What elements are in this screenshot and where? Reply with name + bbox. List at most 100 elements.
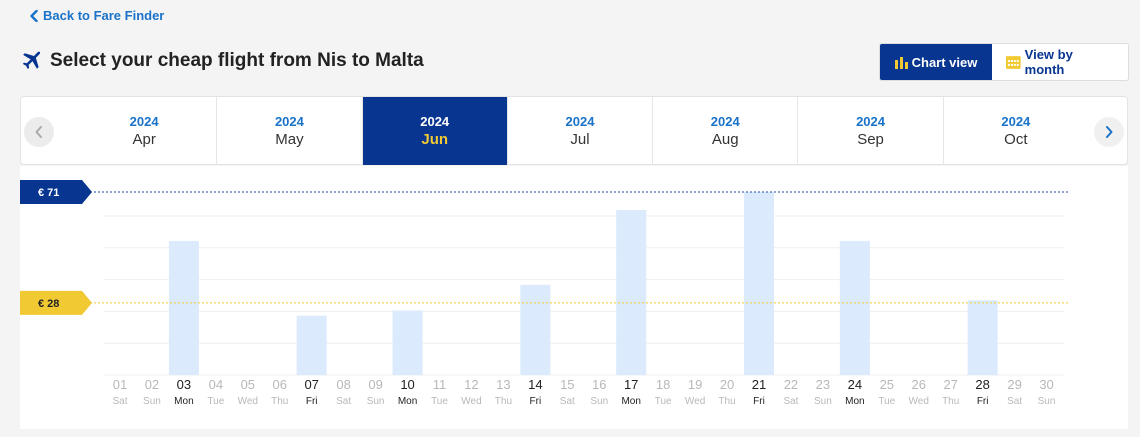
month-tab-jun[interactable]: 2024 Jun — [362, 97, 508, 165]
day-weekday: Thu — [942, 396, 959, 407]
month-year: 2024 — [856, 114, 885, 129]
day-number: 12 — [464, 377, 478, 392]
day-number: 18 — [656, 377, 670, 392]
fare-bar[interactable] — [616, 210, 647, 375]
min-fare-label: € 28 — [38, 298, 59, 310]
fare-bar[interactable] — [296, 315, 327, 375]
month-tab-aug[interactable]: 2024 Aug — [653, 97, 799, 165]
day-number: 13 — [496, 377, 510, 392]
day-number: 25 — [880, 377, 894, 392]
day-number: 08 — [336, 377, 350, 392]
day-weekday: Thu — [495, 396, 512, 407]
month-tab-oct[interactable]: 2024 Oct — [944, 97, 1088, 165]
fare-bar[interactable] — [839, 240, 870, 375]
fare-bar[interactable] — [520, 284, 551, 375]
day-weekday: Sat — [1007, 396, 1022, 407]
day-number: 02 — [145, 377, 159, 392]
page-title: Select your cheap flight from Nis to Mal… — [50, 50, 424, 71]
day-weekday: Wed — [685, 396, 705, 407]
month-name: Apr — [132, 131, 156, 148]
day-weekday: Tue — [655, 396, 672, 407]
day-weekday[interactable]: Fri — [753, 396, 765, 407]
day-weekday[interactable]: Mon — [621, 396, 640, 407]
day-weekday: Sun — [590, 396, 608, 407]
day-weekday[interactable]: Fri — [306, 396, 318, 407]
day-weekday[interactable]: Mon — [845, 396, 864, 407]
day-number[interactable]: 17 — [624, 377, 638, 392]
day-number: 16 — [592, 377, 606, 392]
month-year: 2024 — [274, 114, 304, 129]
day-weekday[interactable]: Fri — [977, 396, 989, 407]
fare-bar[interactable] — [168, 240, 199, 375]
day-number[interactable]: 21 — [752, 377, 766, 392]
day-number: 06 — [273, 377, 287, 392]
previous-month-button[interactable] — [24, 117, 54, 147]
fare-bar[interactable] — [967, 300, 998, 375]
day-number[interactable]: 28 — [975, 377, 989, 392]
view-toggle: Chart view View by month — [879, 43, 1129, 81]
day-number[interactable]: 24 — [848, 377, 862, 392]
next-month-button[interactable] — [1094, 117, 1124, 147]
month-tab-sep[interactable]: 2024 Sep — [798, 97, 944, 165]
day-number: 04 — [209, 377, 223, 392]
day-number: 30 — [1039, 377, 1053, 392]
day-number: 26 — [912, 377, 926, 392]
day-number[interactable]: 10 — [400, 377, 414, 392]
chevron-left-icon — [30, 9, 38, 22]
chevron-left-icon — [35, 126, 42, 138]
max-fare-flag — [20, 180, 92, 204]
day-weekday: Tue — [431, 396, 448, 407]
month-year: 2024 — [565, 114, 595, 129]
day-weekday: Sun — [814, 396, 832, 407]
day-weekday: Thu — [271, 396, 288, 407]
month-year: 2024 — [710, 114, 740, 129]
month-tab-jul[interactable]: 2024 Jul — [508, 97, 654, 165]
day-number: 09 — [368, 377, 382, 392]
day-weekday: Sat — [336, 396, 351, 407]
day-number: 23 — [816, 377, 830, 392]
airplane-icon — [22, 51, 41, 70]
day-weekday: Wed — [238, 396, 258, 407]
day-weekday[interactable]: Mon — [398, 396, 417, 407]
page-header: Select your cheap flight from Nis to Mal… — [20, 50, 424, 72]
day-number: 29 — [1007, 377, 1021, 392]
day-weekday: Tue — [878, 396, 895, 407]
month-tab-may[interactable]: 2024 May — [217, 97, 363, 165]
fare-chart-panel: € 71 € 28 01 Sat 02 Sun 03 Mon 04 Tue 05 Wed 06 Thu 07… — [20, 166, 1128, 429]
month-tab-apr[interactable]: 2024 Apr — [72, 97, 218, 165]
fare-bar[interactable] — [392, 310, 423, 375]
back-link-label: Back to Fare Finder — [43, 8, 165, 23]
day-weekday[interactable]: Mon — [174, 396, 193, 407]
day-weekday: Wed — [909, 396, 929, 407]
month-selector: 2024 Apr 2024 May 2024 Jun 2024 Jul 2024 Aug … — [20, 96, 1128, 165]
day-weekday: Sun — [367, 396, 385, 407]
day-weekday[interactable]: Fri — [530, 396, 542, 407]
day-number: 22 — [784, 377, 798, 392]
day-weekday: Sat — [112, 396, 127, 407]
day-weekday: Sun — [1038, 396, 1056, 407]
month-year: 2024 — [1001, 114, 1031, 129]
month-name: Jul — [570, 131, 590, 148]
day-number: 20 — [720, 377, 734, 392]
chevron-right-icon — [1106, 126, 1113, 138]
min-fare-flag — [20, 290, 92, 315]
back-to-fare-finder-link[interactable]: Back to Fare Finder — [29, 8, 164, 23]
view-by-month-label: View by month — [1024, 47, 1073, 77]
bar-chart-icon — [894, 56, 908, 69]
day-weekday: Sun — [143, 396, 161, 407]
view-by-month-button[interactable]: View by month — [992, 44, 1128, 80]
day-number: 11 — [433, 377, 447, 392]
chart-view-button[interactable]: Chart view — [880, 44, 992, 80]
day-number[interactable]: 03 — [177, 377, 191, 392]
max-fare-label: € 71 — [38, 187, 59, 199]
month-name: Sep — [857, 131, 884, 148]
day-number[interactable]: 07 — [304, 377, 318, 392]
chart-view-label: Chart view — [911, 54, 978, 70]
day-number: 05 — [241, 377, 255, 392]
month-name: Aug — [711, 131, 739, 148]
fare-bar-chart: € 71 € 28 01 Sat 02 Sun 03 Mon 04 Tue 05 Wed 06 Thu 07… — [20, 180, 1070, 407]
fare-bar[interactable] — [744, 192, 774, 375]
day-weekday: Sat — [560, 396, 575, 407]
day-weekday: Wed — [461, 396, 481, 407]
day-number[interactable]: 14 — [528, 377, 542, 392]
